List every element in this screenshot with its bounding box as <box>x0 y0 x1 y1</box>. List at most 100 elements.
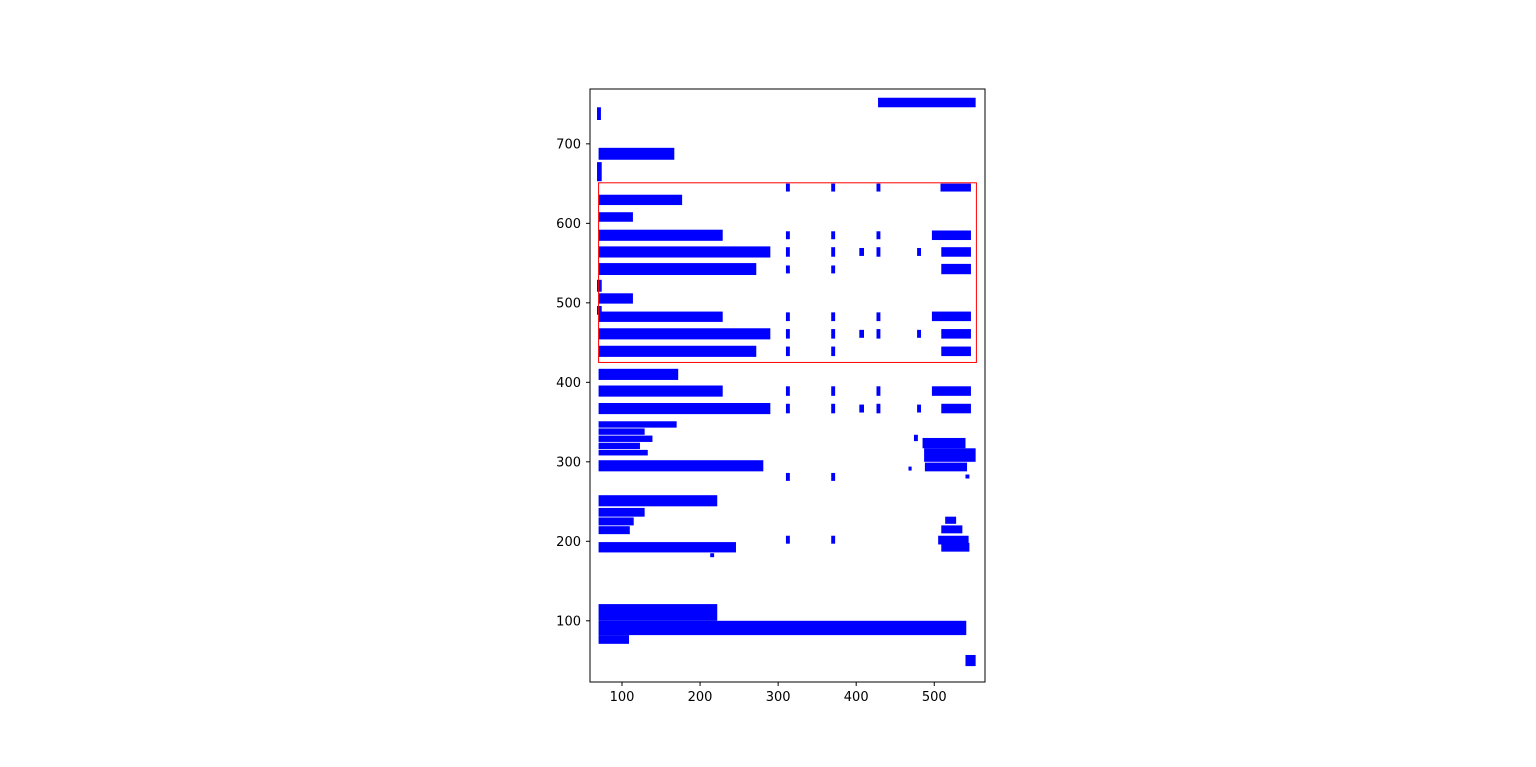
data-box <box>785 247 790 257</box>
data-box <box>598 421 677 428</box>
y-tick-label: 100 <box>556 614 581 629</box>
data-box <box>941 247 971 257</box>
data-box <box>831 472 836 481</box>
data-box <box>917 247 921 256</box>
data-box <box>941 329 971 339</box>
data-box <box>831 265 836 274</box>
data-box <box>831 535 836 544</box>
data-box <box>598 460 764 472</box>
data-box <box>598 194 683 206</box>
data-box <box>831 329 836 339</box>
data-box <box>917 329 921 338</box>
data-box <box>785 312 790 322</box>
highlight-rect <box>598 182 977 363</box>
data-box <box>922 437 966 449</box>
data-box <box>876 329 881 339</box>
data-box <box>831 346 836 357</box>
x-tick-label: 500 <box>922 690 947 705</box>
data-box <box>876 247 881 257</box>
data-box <box>598 428 645 435</box>
data-box <box>785 183 790 192</box>
data-box <box>859 247 865 256</box>
data-box <box>878 97 976 108</box>
data-box <box>831 183 836 192</box>
data-box <box>785 386 790 396</box>
data-box <box>785 472 790 481</box>
data-box <box>598 147 675 160</box>
data-box <box>598 229 723 241</box>
y-tick-label: 200 <box>556 535 581 550</box>
data-box <box>945 516 957 524</box>
data-box <box>831 403 836 414</box>
data-box <box>931 311 971 322</box>
x-tick-label: 400 <box>844 690 869 705</box>
data-box <box>598 604 718 621</box>
x-tick-label: 300 <box>766 690 791 705</box>
data-box <box>941 403 971 414</box>
data-box <box>598 293 633 304</box>
data-box <box>598 542 736 553</box>
y-tick-label: 700 <box>556 137 581 152</box>
data-box <box>941 525 963 534</box>
data-box <box>598 263 757 276</box>
data-box <box>785 231 790 240</box>
data-box <box>598 449 648 456</box>
data-box <box>931 230 971 241</box>
data-box <box>598 435 653 442</box>
data-box <box>924 448 976 462</box>
data-box <box>598 385 723 397</box>
data-box <box>831 312 836 322</box>
data-box <box>598 246 771 258</box>
data-box <box>598 507 645 517</box>
data-box <box>924 462 968 472</box>
data-box <box>598 402 771 415</box>
y-tick-label: 300 <box>556 455 581 470</box>
axes-frame <box>589 88 986 683</box>
data-box <box>785 346 790 357</box>
y-tick-label: 400 <box>556 376 581 391</box>
data-box <box>965 654 976 667</box>
data-box <box>710 553 715 558</box>
data-box <box>876 312 881 322</box>
data-box <box>598 368 679 380</box>
y-tick-label: 500 <box>556 296 581 311</box>
data-box <box>598 635 630 644</box>
data-box <box>908 466 912 471</box>
data-box <box>876 403 881 414</box>
data-box <box>940 183 971 192</box>
data-box <box>831 231 836 240</box>
data-box <box>913 434 918 442</box>
data-box <box>598 517 634 526</box>
data-box <box>876 231 881 240</box>
data-box <box>598 495 718 507</box>
data-box <box>598 442 640 450</box>
data-box <box>597 107 601 121</box>
data-box <box>597 306 602 315</box>
data-box <box>785 265 790 274</box>
data-box <box>598 328 771 340</box>
data-box <box>785 403 790 414</box>
data-box <box>965 474 970 479</box>
data-box <box>785 535 790 544</box>
data-box <box>597 162 602 182</box>
data-box <box>876 386 881 396</box>
y-tick-label: 600 <box>556 217 581 232</box>
data-box <box>876 183 881 192</box>
data-box <box>941 346 971 357</box>
data-box <box>597 279 602 292</box>
data-box <box>859 404 865 413</box>
data-box <box>938 535 969 545</box>
data-box <box>917 404 921 413</box>
data-box <box>598 311 723 322</box>
data-box <box>598 345 757 357</box>
data-box <box>831 386 836 396</box>
data-box <box>941 263 971 275</box>
data-box <box>785 329 790 339</box>
data-box <box>831 247 836 257</box>
x-tick-label: 200 <box>688 690 713 705</box>
data-box <box>931 386 971 396</box>
data-box <box>598 212 633 222</box>
x-tick-label: 100 <box>610 690 635 705</box>
